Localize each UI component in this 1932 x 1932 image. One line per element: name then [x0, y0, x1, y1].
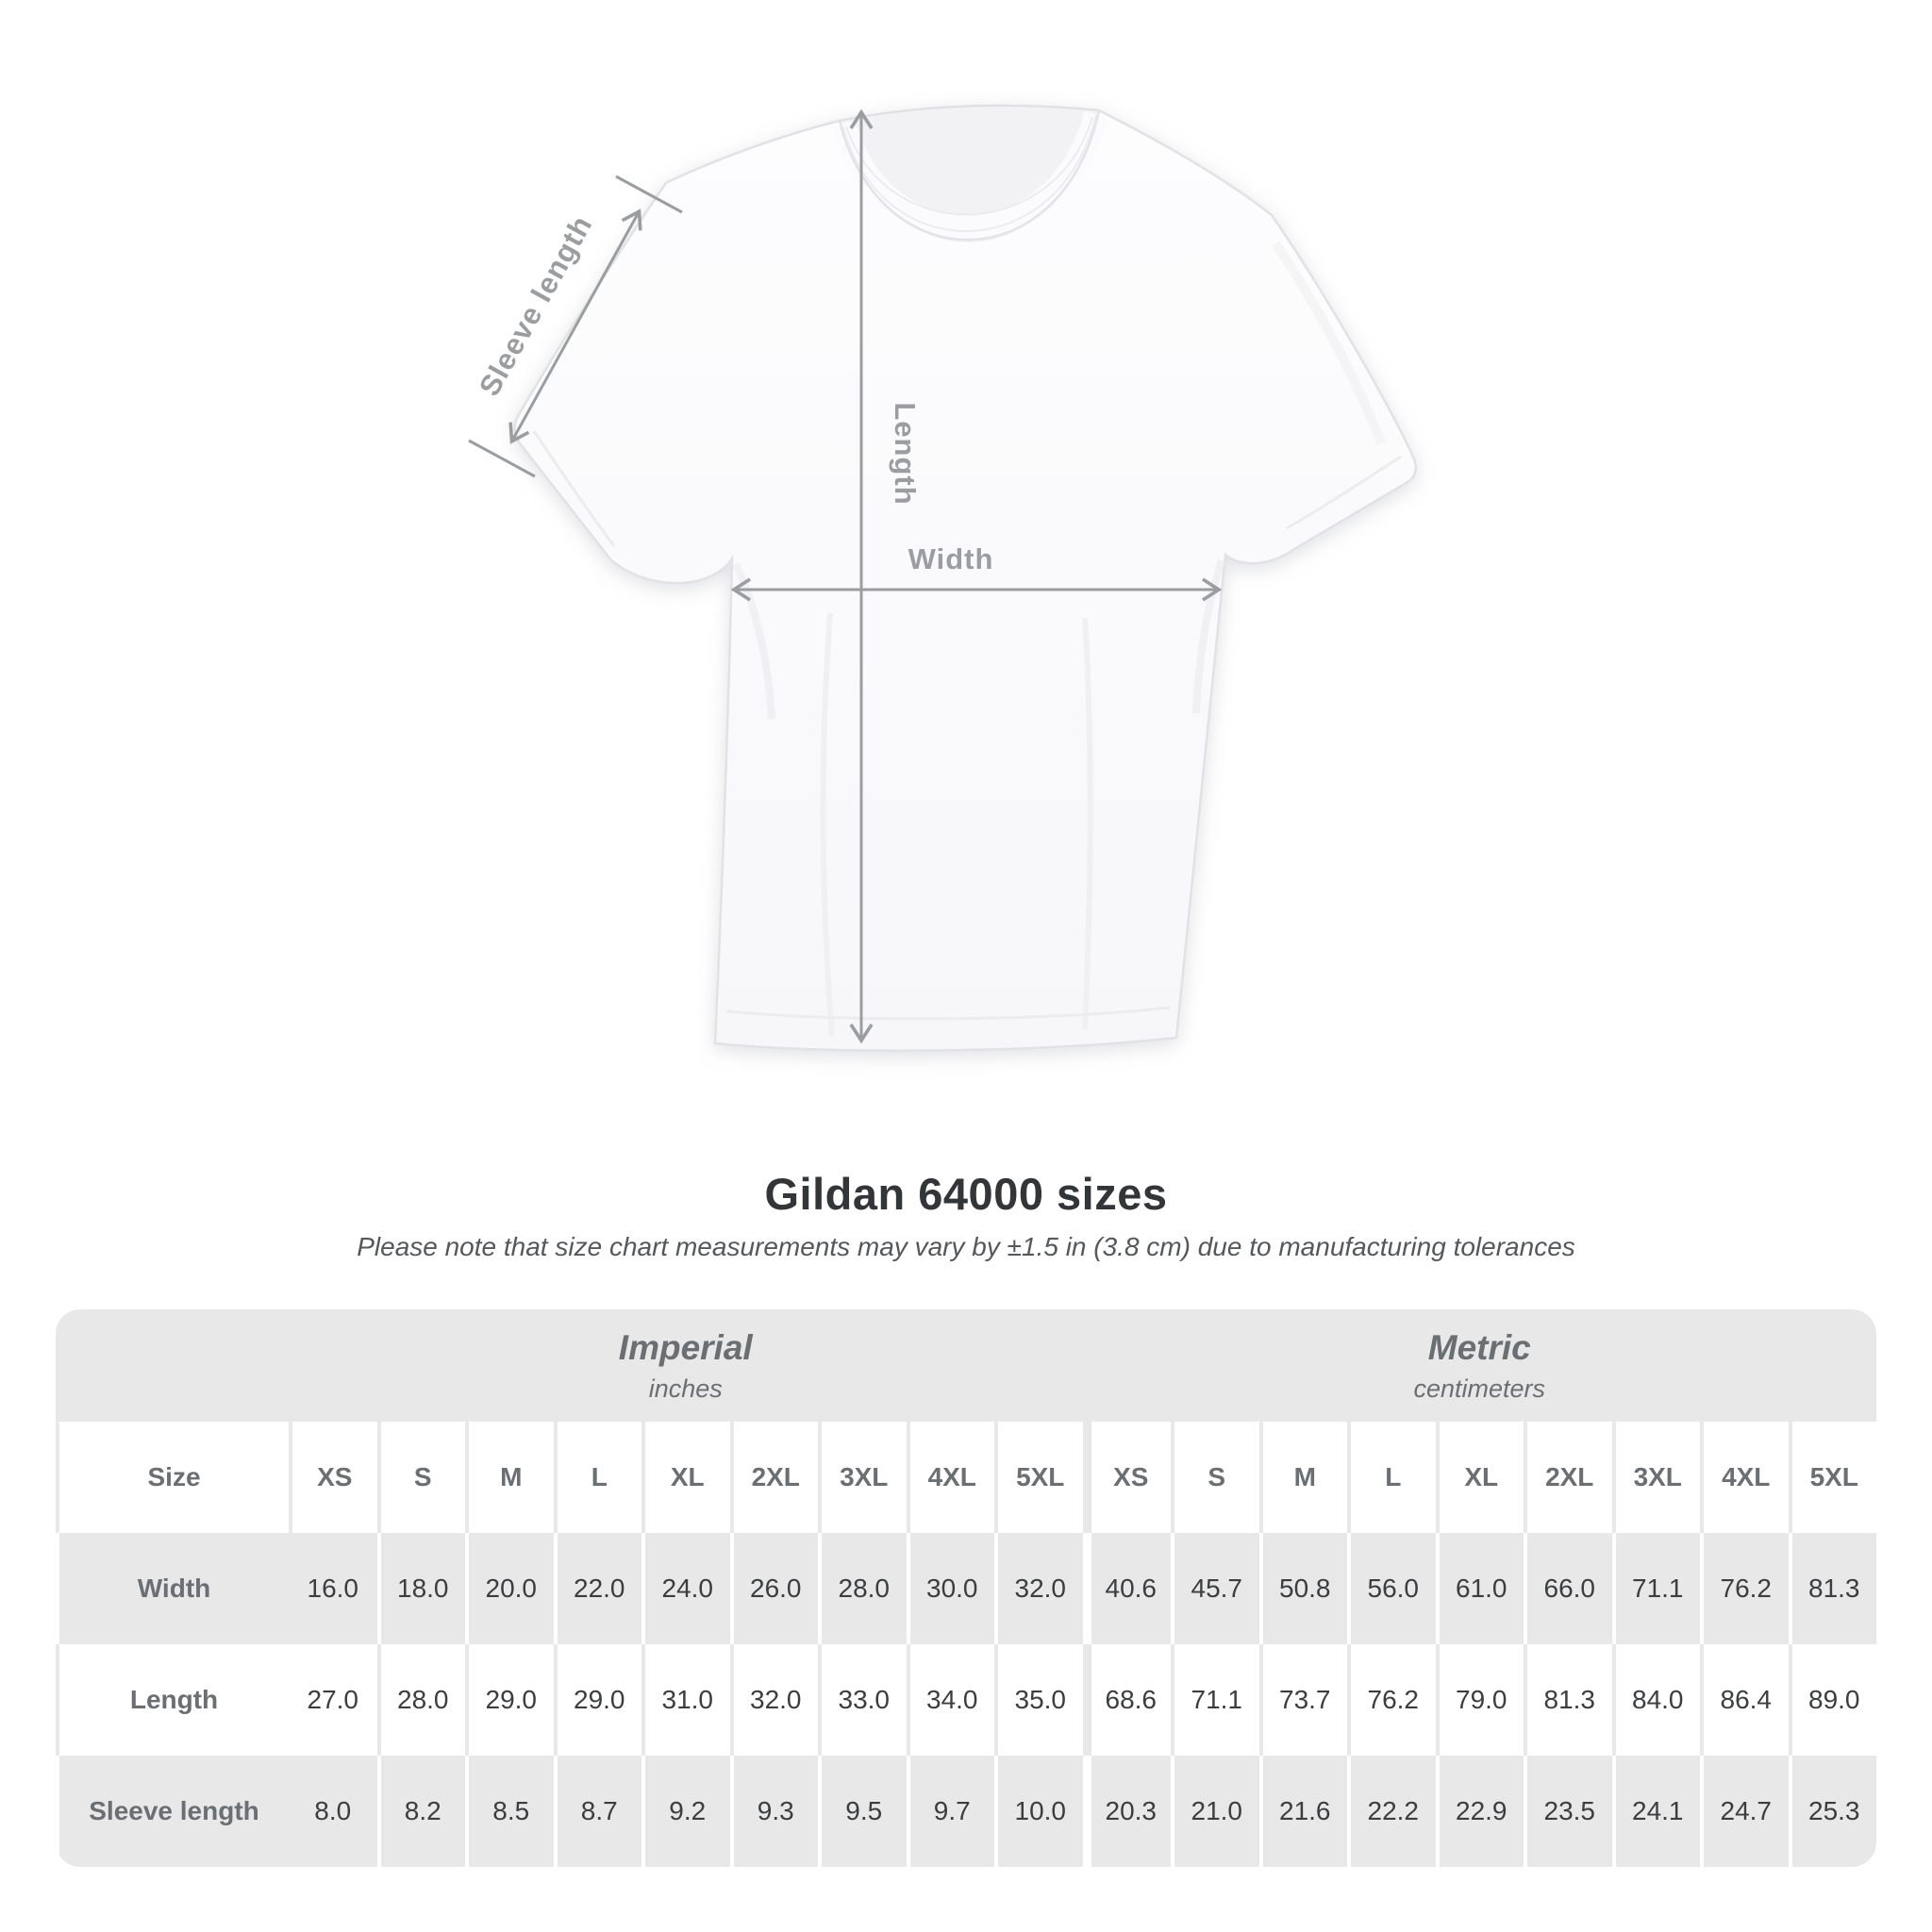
value-cell: 40.6	[1082, 1533, 1171, 1644]
value-cell: 32.0	[994, 1533, 1083, 1644]
value-cell: 71.1	[1611, 1533, 1700, 1644]
size-header-metric-m: M	[1258, 1422, 1347, 1533]
value-cell: 23.5	[1524, 1756, 1612, 1867]
units-group-imperial: Imperial inches	[289, 1309, 1083, 1422]
value-cell: 20.0	[465, 1533, 554, 1644]
sleeve-arrow-end-tick	[615, 175, 683, 214]
length-label: Length	[889, 402, 922, 505]
value-cell: 26.0	[729, 1533, 818, 1644]
size-header-metric-s: S	[1171, 1422, 1259, 1533]
value-cell: 79.0	[1435, 1644, 1524, 1756]
value-cell: 9.2	[641, 1756, 730, 1867]
size-header-imperial-m: M	[465, 1422, 554, 1533]
units-group-unit: centimeters	[1413, 1374, 1546, 1403]
value-cell: 76.2	[1347, 1644, 1436, 1756]
value-cell: 68.6	[1082, 1644, 1171, 1756]
tshirt-figure-svg: Sleeve length Length Width	[468, 104, 1418, 1052]
value-cell: 10.0	[994, 1756, 1083, 1867]
size-header-metric-xs: XS	[1082, 1422, 1171, 1533]
size-header-metric-4xl: 4XL	[1700, 1422, 1789, 1533]
sleeve-arrow-start-tick	[468, 439, 536, 478]
value-cell: 27.0	[289, 1644, 377, 1756]
fabric-details	[532, 241, 1402, 1037]
value-cell: 9.5	[818, 1756, 907, 1867]
units-group-metric: Metric centimeters	[1082, 1309, 1876, 1422]
value-cell: 71.1	[1171, 1644, 1259, 1756]
value-cell: 29.0	[465, 1644, 554, 1756]
value-cell: 8.7	[553, 1756, 641, 1867]
value-cell: 22.0	[553, 1533, 641, 1644]
size-table: Imperial inches Metric centimeters Size XS S M L…	[56, 1309, 1876, 1867]
units-group-unit: inches	[648, 1374, 723, 1403]
value-cell: 33.0	[818, 1644, 907, 1756]
size-header-imperial-l: L	[553, 1422, 641, 1533]
value-cell: 81.3	[1524, 1644, 1612, 1756]
value-cell: 8.2	[376, 1756, 465, 1867]
value-cell: 28.0	[376, 1644, 465, 1756]
row-label-length: Length	[56, 1644, 289, 1756]
value-cell: 24.7	[1700, 1756, 1789, 1867]
tolerance-note: Please note that size chart measurements…	[357, 1232, 1575, 1261]
value-cell: 24.1	[1611, 1756, 1700, 1867]
value-cell: 35.0	[994, 1644, 1083, 1756]
value-cell: 86.4	[1700, 1644, 1789, 1756]
value-cell: 16.0	[289, 1533, 377, 1644]
value-cell: 31.0	[641, 1644, 730, 1756]
value-cell: 20.3	[1082, 1756, 1171, 1867]
size-header-imperial-xs: XS	[289, 1422, 377, 1533]
size-header-imperial-s: S	[376, 1422, 465, 1533]
value-cell: 9.3	[729, 1756, 818, 1867]
value-cell: 45.7	[1171, 1533, 1259, 1644]
size-header-metric-l: L	[1347, 1422, 1436, 1533]
size-header-metric-5xl: 5XL	[1788, 1422, 1876, 1533]
value-cell: 61.0	[1435, 1533, 1524, 1644]
value-cell: 34.0	[906, 1644, 994, 1756]
width-label: Width	[908, 542, 994, 575]
value-cell: 8.0	[289, 1756, 377, 1867]
value-cell: 28.0	[818, 1533, 907, 1644]
size-header-metric-3xl: 3XL	[1611, 1422, 1700, 1533]
row-label-width: Width	[56, 1533, 289, 1644]
value-cell: 81.3	[1788, 1533, 1876, 1644]
value-cell: 24.0	[641, 1533, 730, 1644]
value-cell: 25.3	[1788, 1756, 1876, 1867]
value-cell: 21.6	[1258, 1756, 1347, 1867]
units-group-label: Imperial	[618, 1327, 753, 1367]
value-cell: 73.7	[1258, 1644, 1347, 1756]
size-header-metric-xl: XL	[1435, 1422, 1524, 1533]
page-title: Gildan 64000 sizes	[764, 1169, 1168, 1219]
value-cell: 50.8	[1258, 1533, 1347, 1644]
size-header-imperial-xl: XL	[641, 1422, 730, 1533]
size-header-imperial-4xl: 4XL	[906, 1422, 994, 1533]
sleeve-length-arrow	[508, 208, 642, 444]
value-cell: 21.0	[1171, 1756, 1259, 1867]
value-cell: 84.0	[1611, 1644, 1700, 1756]
value-cell: 56.0	[1347, 1533, 1436, 1644]
size-corner-header: Size	[56, 1422, 289, 1533]
size-header-imperial-2xl: 2XL	[729, 1422, 818, 1533]
size-header-metric-2xl: 2XL	[1524, 1422, 1612, 1533]
value-cell: 18.0	[376, 1533, 465, 1644]
tshirt-figure: Sleeve length Length Width	[468, 104, 1418, 1052]
size-header-imperial-3xl: 3XL	[818, 1422, 907, 1533]
value-cell: 29.0	[553, 1644, 641, 1756]
value-cell: 22.9	[1435, 1756, 1524, 1867]
value-cell: 89.0	[1788, 1644, 1876, 1756]
units-group-label: Metric	[1427, 1327, 1531, 1367]
value-cell: 30.0	[906, 1533, 994, 1644]
units-band-corner	[56, 1309, 289, 1422]
value-cell: 76.2	[1700, 1533, 1789, 1644]
value-cell: 22.2	[1347, 1756, 1436, 1867]
value-cell: 8.5	[465, 1756, 554, 1867]
value-cell: 9.7	[906, 1756, 994, 1867]
size-header-imperial-5xl: 5XL	[994, 1422, 1083, 1533]
row-label-sleeve-length: Sleeve length	[56, 1756, 289, 1867]
value-cell: 32.0	[729, 1644, 818, 1756]
dimension-arrows	[468, 108, 1223, 1044]
value-cell: 66.0	[1524, 1533, 1612, 1644]
